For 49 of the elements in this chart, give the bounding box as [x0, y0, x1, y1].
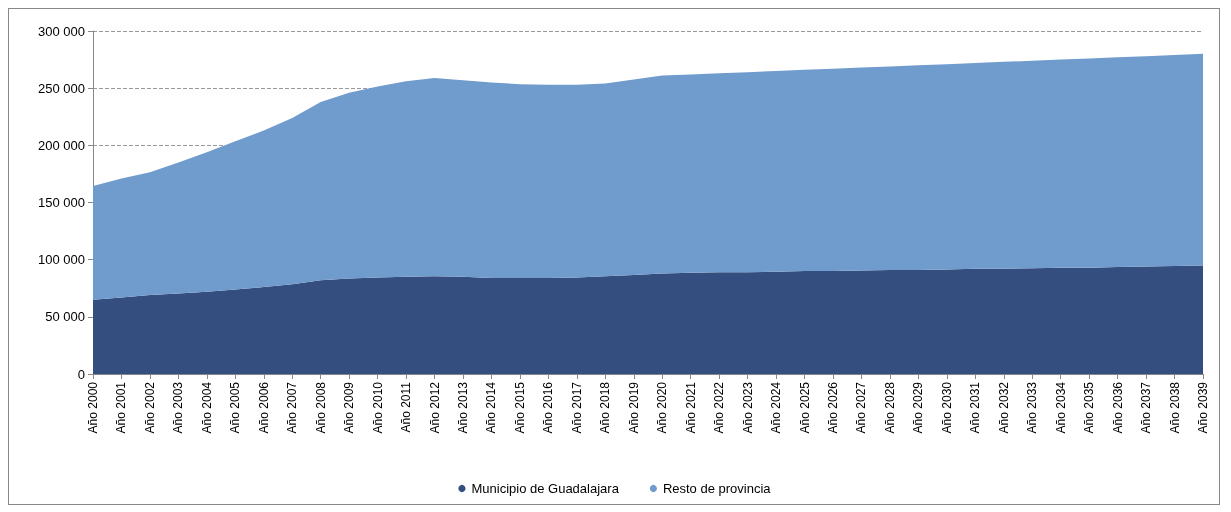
y-tick-label: 150 000	[38, 195, 85, 210]
x-tick-label: Año 2031	[968, 381, 983, 434]
x-tick-label: Año 2020	[655, 381, 670, 434]
x-tick-label: Año 2021	[683, 381, 698, 434]
x-tick-label: Año 2038	[1167, 381, 1182, 434]
x-tick-label: Año 2017	[569, 381, 584, 434]
x-tick-label: Año 2032	[996, 381, 1011, 434]
x-tick-label: Año 2011	[399, 381, 414, 433]
x-tick-label: Año 2015	[512, 381, 527, 434]
y-tick-label: 200 000	[38, 137, 85, 153]
x-tick-label: Año 2039	[1196, 381, 1210, 434]
x-tick-label: Año 2033	[1025, 381, 1040, 434]
x-tick-label: Año 2014	[484, 381, 499, 434]
x-tick-label: Año 2026	[826, 381, 840, 434]
x-tick-label: Año 2000	[86, 381, 100, 434]
x-tick-label: Año 2029	[911, 381, 926, 434]
x-tick-label: Año 2022	[712, 381, 727, 434]
x-tick-label: Año 2012	[427, 381, 442, 434]
x-tick-label: Año 2005	[228, 381, 243, 434]
x-tick-label: Año 2024	[769, 381, 784, 434]
x-tick-label: Año 2025	[797, 381, 812, 434]
y-tick-label: 100 000	[38, 252, 85, 268]
x-tick-label: Año 2034	[1053, 381, 1068, 434]
x-tick-label: Año 2006	[256, 381, 271, 434]
y-tick-label: 0	[77, 366, 85, 382]
x-tick-label: Año 2030	[939, 381, 954, 434]
x-tick-label: Año 2018	[598, 381, 613, 434]
x-tick-label: Año 2028	[882, 381, 897, 434]
x-tick-label: Año 2019	[626, 381, 641, 434]
x-tick-label: Año 2007	[285, 381, 300, 434]
x-tick-label: Año 2027	[854, 381, 869, 434]
x-tick-label: Año 2004	[199, 381, 214, 434]
x-tick-label: Año 2003	[171, 381, 186, 434]
x-tick-label: Año 2036	[1110, 381, 1125, 434]
y-tick-label: 300 000	[38, 23, 85, 39]
x-tick-label: Año 2001	[114, 381, 129, 434]
x-tick-label: Año 2016	[541, 381, 556, 434]
y-tick-label: 250 000	[38, 80, 85, 96]
legend-label: Municipio de Guadalajara	[471, 481, 620, 496]
x-tick-label: Año 2009	[342, 381, 357, 434]
x-tick-label: Año 2010	[370, 381, 385, 434]
legend-label: Resto de provincia	[662, 481, 772, 496]
x-tick-label: Año 2023	[740, 381, 755, 434]
x-tick-label: Año 2002	[142, 381, 157, 434]
x-tick-label: Año 2035	[1082, 381, 1097, 434]
x-tick-label: Año 2037	[1139, 381, 1154, 434]
x-tick-label: Año 2008	[313, 381, 328, 434]
y-tick-label: 50 000	[45, 309, 85, 325]
x-tick-label: Año 2013	[456, 381, 470, 434]
